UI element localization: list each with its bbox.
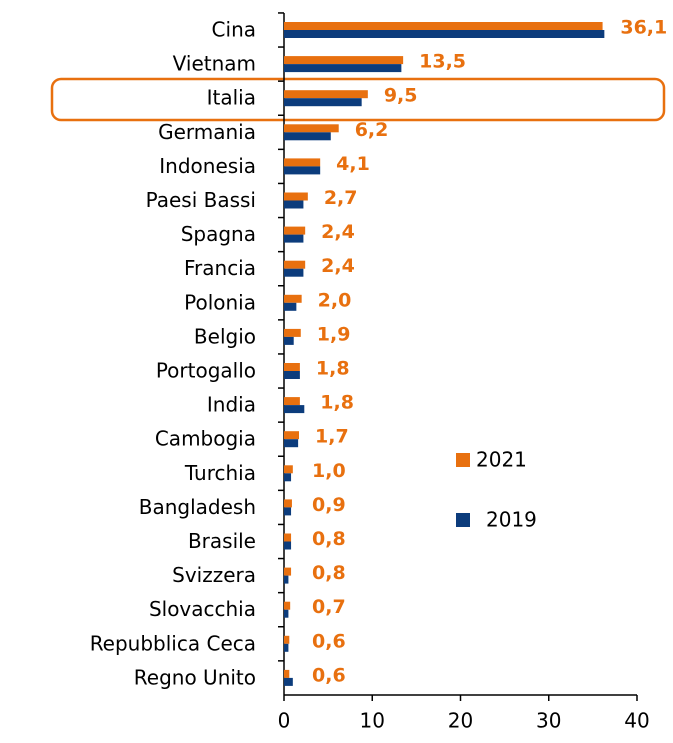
y-tick-label: Cambogia bbox=[155, 427, 256, 451]
x-tick-label: 10 bbox=[360, 709, 385, 733]
bar bbox=[284, 30, 605, 38]
x-tick-label: 0 bbox=[278, 709, 291, 733]
bar bbox=[284, 643, 289, 652]
y-tick-label: Germania bbox=[158, 120, 256, 144]
bar bbox=[284, 439, 299, 448]
bar bbox=[284, 260, 306, 269]
data-label: 36,1 bbox=[620, 17, 667, 39]
bar bbox=[284, 473, 292, 482]
bar bbox=[284, 64, 402, 73]
bar bbox=[284, 397, 300, 406]
x-tick-label: 30 bbox=[536, 709, 561, 733]
bar bbox=[284, 363, 300, 371]
x-tick-label: 40 bbox=[624, 709, 649, 733]
data-label: 0,7 bbox=[312, 596, 346, 618]
y-tick-label: Spagna bbox=[181, 222, 256, 246]
bar bbox=[284, 56, 404, 65]
bar bbox=[284, 328, 301, 337]
y-tick-label: Slovacchia bbox=[149, 597, 256, 621]
legend-label: 2019 bbox=[486, 508, 537, 532]
y-tick-label: Turchia bbox=[184, 461, 256, 485]
bar bbox=[284, 166, 321, 175]
bar bbox=[284, 405, 305, 414]
data-label: 0,8 bbox=[312, 562, 346, 584]
bar bbox=[284, 192, 308, 201]
y-tick-label: Bangladesh bbox=[139, 495, 256, 519]
data-label: 1,8 bbox=[316, 358, 350, 380]
bar bbox=[284, 533, 292, 542]
legend-swatch bbox=[456, 513, 470, 527]
data-label: 6,2 bbox=[355, 119, 389, 141]
highlight-box bbox=[50, 77, 666, 122]
bar bbox=[284, 124, 339, 133]
bar bbox=[284, 507, 292, 516]
bar bbox=[284, 575, 289, 584]
data-label: 2,7 bbox=[324, 187, 358, 209]
y-tick-label: Francia bbox=[184, 256, 256, 280]
bar bbox=[284, 226, 306, 235]
data-label: 0,8 bbox=[312, 528, 346, 550]
bar bbox=[284, 268, 304, 277]
bar bbox=[284, 132, 331, 141]
bar bbox=[284, 601, 291, 610]
y-tick-label: Vietnam bbox=[173, 52, 256, 76]
data-label: 1,8 bbox=[320, 392, 354, 414]
bar bbox=[284, 98, 362, 107]
bar bbox=[284, 22, 603, 30]
data-label: 2,4 bbox=[321, 255, 355, 277]
y-tick-label: Italia bbox=[207, 86, 256, 110]
legend-label: 2021 bbox=[476, 448, 527, 472]
data-label: 2,0 bbox=[318, 289, 352, 311]
bar bbox=[284, 90, 368, 99]
y-tick-label: Repubblica Ceca bbox=[90, 631, 256, 655]
bar bbox=[284, 541, 292, 550]
bar bbox=[284, 567, 292, 576]
legend-swatch bbox=[456, 453, 470, 467]
y-tick-label: Portogallo bbox=[156, 359, 256, 383]
data-label: 1,7 bbox=[315, 426, 349, 448]
bar bbox=[284, 371, 300, 379]
y-tick-label: Indonesia bbox=[159, 154, 256, 178]
data-label: 4,1 bbox=[336, 153, 370, 175]
bar bbox=[284, 200, 304, 209]
data-label: 9,5 bbox=[384, 85, 418, 107]
data-label: 0,9 bbox=[312, 494, 346, 516]
bar bbox=[284, 336, 294, 345]
y-tick-label: Brasile bbox=[188, 529, 256, 553]
bar bbox=[284, 234, 304, 243]
y-tick-label: Paesi Bassi bbox=[146, 188, 256, 212]
data-label: 0,6 bbox=[312, 630, 346, 652]
bar bbox=[284, 158, 321, 167]
bar bbox=[284, 635, 290, 644]
data-label: 1,9 bbox=[317, 323, 351, 345]
bar bbox=[284, 294, 302, 303]
bar bbox=[284, 465, 293, 474]
y-tick-label: Polonia bbox=[184, 290, 256, 314]
x-tick-label: 20 bbox=[448, 709, 473, 733]
data-label: 13,5 bbox=[419, 51, 466, 73]
y-tick-label: Svizzera bbox=[172, 563, 256, 587]
y-tick-label: Belgio bbox=[194, 324, 256, 348]
bar bbox=[284, 302, 297, 311]
bar bbox=[284, 431, 300, 440]
bar bbox=[284, 669, 290, 678]
y-tick-label: Cina bbox=[212, 18, 256, 42]
data-label: 0,6 bbox=[312, 664, 346, 686]
y-tick-label: Regno Unito bbox=[134, 665, 256, 689]
data-label: 1,0 bbox=[312, 460, 346, 482]
y-tick-label: India bbox=[207, 393, 256, 417]
bar bbox=[284, 677, 293, 686]
bar bbox=[284, 609, 289, 618]
data-label: 2,4 bbox=[321, 221, 355, 243]
bar bbox=[284, 499, 292, 508]
